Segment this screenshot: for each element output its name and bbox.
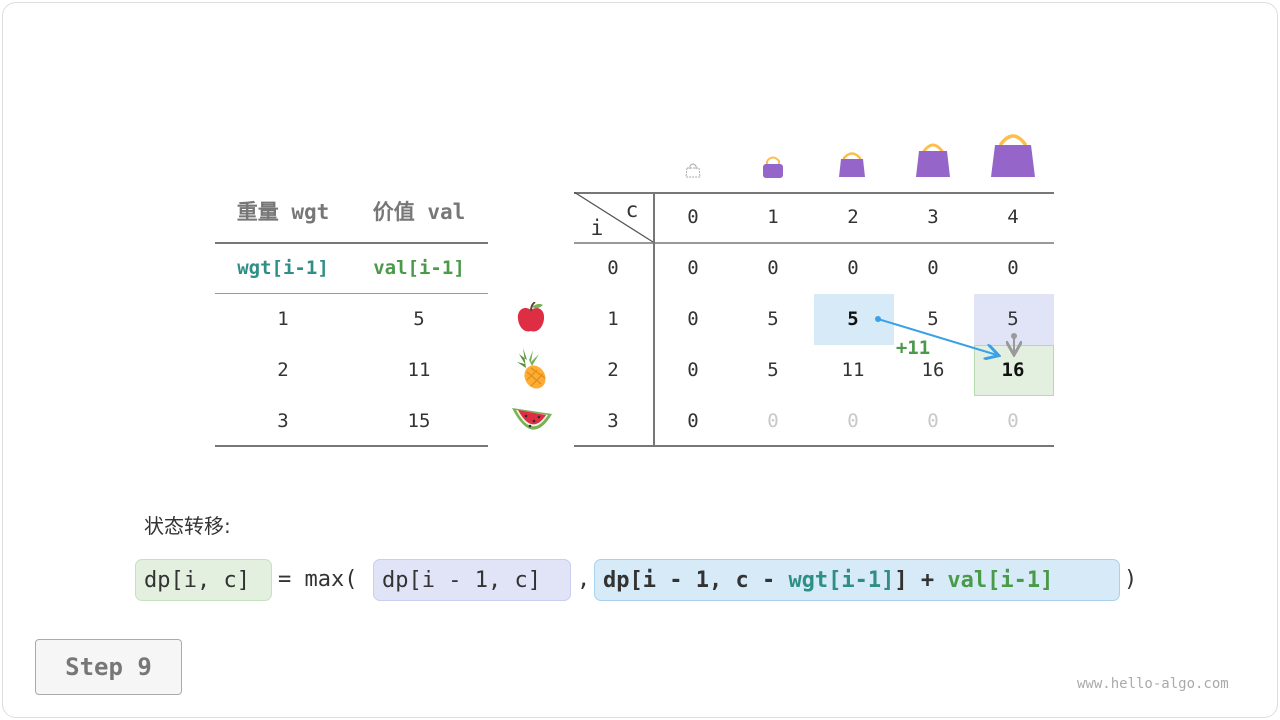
corner-c-label: c xyxy=(625,198,639,222)
formula-max: = max( xyxy=(278,567,358,592)
dp-cell: 0 xyxy=(687,308,699,330)
empty-bag-icon xyxy=(685,163,701,178)
dp-cell: 0 xyxy=(847,410,859,432)
row-label: 0 xyxy=(607,257,619,279)
formula-take-prefix: dp[i - 1, c - xyxy=(603,567,789,593)
dp-cell: 11 xyxy=(841,359,865,381)
capacity-header: 4 xyxy=(1007,206,1019,228)
watermelon-icon xyxy=(512,408,552,430)
formula-option-skip: dp[i - 1, c] xyxy=(373,559,571,601)
dp-cell: 0 xyxy=(687,410,699,432)
row-label: 3 xyxy=(607,410,619,432)
row-label: 1 xyxy=(607,308,619,330)
dp-cell: 0 xyxy=(767,257,779,279)
dp-cell: 0 xyxy=(927,257,939,279)
dp-cell: 0 xyxy=(687,359,699,381)
watermark: www.hello-algo.com xyxy=(1077,676,1229,692)
formula-close: ) xyxy=(1124,567,1138,592)
formula-val: val[i-1] xyxy=(947,567,1054,593)
dp-cell: 0 xyxy=(767,410,779,432)
capacity-header: 0 xyxy=(687,206,699,228)
row-label: 2 xyxy=(607,359,619,381)
subheader-val: val[i-1] xyxy=(373,257,465,279)
dp-cell: 5 xyxy=(767,359,779,381)
dp-cell: 5 xyxy=(847,308,859,330)
dp-cell: 5 xyxy=(1007,308,1019,330)
subheader-wgt: wgt[i-1] xyxy=(237,257,329,279)
capacity-header: 2 xyxy=(847,206,859,228)
formula-wgt: wgt[i-1] xyxy=(788,567,895,593)
val-cell: 5 xyxy=(413,308,425,330)
formula-comma: , xyxy=(577,567,591,592)
capacity-header: 1 xyxy=(767,206,779,228)
val-cell: 15 xyxy=(407,410,431,432)
wgt-cell: 1 xyxy=(277,308,289,330)
dp-cell: 0 xyxy=(687,257,699,279)
header-val: 价值 val xyxy=(372,200,466,224)
corner-i-label: i xyxy=(590,216,604,240)
capacity-header: 3 xyxy=(927,206,939,228)
bag-icon-3 xyxy=(916,143,950,177)
formula-lhs: dp[i, c] xyxy=(135,559,272,601)
pineapple-icon xyxy=(517,348,546,389)
dp-cell: 16 xyxy=(921,359,945,381)
value-annotation: +11 xyxy=(895,337,931,359)
formula-option-take: dp[i - 1, c - wgt[i-1]] + val[i-1] xyxy=(594,559,1120,601)
dp-cell: 5 xyxy=(927,308,939,330)
dp-cell: 0 xyxy=(847,257,859,279)
bag-icon-2 xyxy=(839,152,865,177)
header-wgt: 重量 wgt xyxy=(236,200,330,224)
dp-cell: 0 xyxy=(1007,410,1019,432)
dp-cell: 0 xyxy=(927,410,939,432)
dp-cell: 16 xyxy=(1001,359,1025,381)
apple-icon xyxy=(517,302,545,332)
step-button[interactable]: Step 9 xyxy=(35,639,182,695)
formula-take-mid: ] + xyxy=(894,567,948,593)
dp-cell: 5 xyxy=(767,308,779,330)
bag-icon-1 xyxy=(763,156,783,178)
wgt-cell: 3 xyxy=(277,410,289,432)
bag-icon-4 xyxy=(991,134,1035,177)
dp-cell: 0 xyxy=(1007,257,1019,279)
val-cell: 11 xyxy=(407,359,431,381)
formula-label: 状态转移: xyxy=(144,514,231,538)
wgt-cell: 2 xyxy=(277,359,289,381)
